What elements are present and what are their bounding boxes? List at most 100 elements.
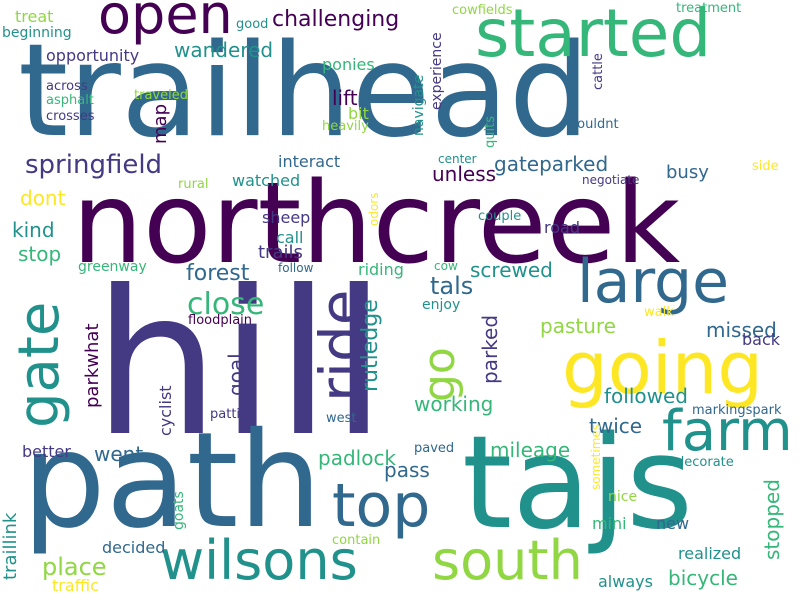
word-wilsons: wilsons — [160, 529, 358, 592]
word-twice: twice — [589, 414, 643, 438]
word-farm: farm — [662, 399, 793, 464]
word-pass: pass — [384, 458, 430, 482]
word-crosses: crosses — [46, 109, 95, 124]
word-ponies: ponies — [322, 55, 375, 74]
word-open: open — [98, 0, 233, 46]
word-riding: riding — [358, 260, 404, 279]
word-follow: follow — [278, 261, 314, 275]
word-screwed: screwed — [470, 258, 553, 282]
word-heavily: heavily — [322, 119, 369, 134]
word-paved: paved — [414, 441, 455, 456]
word-odors: odors — [367, 192, 381, 227]
word-always: always — [598, 572, 653, 591]
word-call: call — [276, 228, 304, 247]
word-close: close — [187, 287, 265, 322]
word-quits: quits — [483, 116, 498, 148]
word-traillink: traillink — [0, 512, 21, 580]
word-enjoy: enjoy — [422, 297, 461, 313]
word-working: working — [414, 392, 494, 416]
word-couldnt: couldnt — [570, 117, 619, 132]
word-busy: busy — [666, 162, 709, 183]
word-better: better — [22, 442, 71, 461]
word-cattle: cattle — [591, 53, 606, 90]
word-dont: dont — [20, 186, 66, 210]
word-south: south — [432, 529, 583, 592]
word-cow: cow — [434, 259, 458, 273]
word-mileage: mileage — [490, 438, 571, 462]
word-interact: interact — [278, 152, 341, 171]
word-navigate: navigate — [411, 74, 427, 136]
word-traffic: traffic — [52, 576, 99, 595]
word-hill: hill — [93, 248, 387, 481]
word-road: road — [544, 218, 580, 237]
word-treatment: treatment — [676, 1, 742, 16]
word-back: back — [742, 330, 781, 349]
word-watched: watched — [232, 171, 301, 190]
word-west: west — [326, 411, 357, 426]
word-opportunity: opportunity — [46, 46, 140, 65]
word-center: center — [438, 152, 477, 166]
word-good: good — [236, 17, 269, 32]
word-stopped: stopped — [760, 479, 784, 560]
word-floodplain: floodplain — [188, 313, 253, 328]
word-across: across — [46, 79, 88, 94]
word-side: side — [752, 159, 779, 174]
word-cowfields: cowfields — [452, 3, 513, 18]
word-trailhead: trailhead — [18, 17, 590, 166]
word-beginning: beginning — [2, 25, 72, 41]
word-goal: goal — [224, 353, 248, 396]
word-greenway: greenway — [78, 259, 147, 275]
word-top: top — [332, 471, 431, 541]
word-contain: contain — [332, 533, 381, 548]
word-stop: stop — [18, 242, 62, 266]
word-new: new — [656, 514, 690, 533]
word-springfield: springfield — [25, 150, 163, 180]
word-northcreek: northcreek — [72, 159, 681, 289]
word-gate: gate — [7, 301, 72, 428]
word-patties: patties — [210, 407, 255, 422]
word-sometimes: sometimes — [589, 423, 603, 490]
word-tals: tals — [430, 272, 474, 300]
word-bicycle: bicycle — [668, 566, 738, 590]
word-treat: treat — [15, 7, 54, 26]
word-gateparked: gateparked — [494, 152, 609, 176]
word-experience: experience — [429, 32, 445, 110]
word-forest: forest — [186, 261, 250, 286]
word-markingspark: markingspark — [692, 403, 782, 418]
word-lift: lift — [332, 86, 358, 110]
word-went: went — [94, 442, 144, 466]
word-walk: walk — [644, 305, 674, 320]
word-pasture: pasture — [540, 314, 616, 338]
word-cyclist: cyclist — [156, 385, 175, 436]
word-challenging: challenging — [272, 7, 400, 32]
word-goats: goats — [171, 491, 187, 530]
word-couple: couple — [478, 209, 522, 224]
word-map: map — [150, 104, 171, 144]
word-missed: missed — [706, 318, 777, 342]
word-asphalt: asphalt — [46, 93, 94, 108]
word-parkwhat: parkwhat — [82, 323, 103, 409]
word-decided: decided — [102, 538, 166, 557]
word-decorate: decorate — [676, 455, 734, 470]
word-unless: unless — [432, 162, 497, 186]
word-traveled: traveled — [134, 88, 188, 103]
word-parked: parked — [478, 314, 502, 384]
word-followed: followed — [604, 384, 688, 408]
word-trails: trails — [258, 242, 303, 263]
word-started: started — [475, 0, 712, 72]
word-bit: bit — [348, 104, 369, 123]
word-kind: kind — [12, 218, 55, 242]
word-nice: nice — [608, 489, 638, 505]
word-path: path — [22, 404, 323, 558]
word-going: going — [562, 326, 764, 410]
word-mini: mini — [592, 514, 627, 533]
word-rural: rural — [178, 177, 209, 192]
word-sheep: sheep — [262, 208, 311, 227]
word-tajs: tajs — [462, 409, 693, 558]
word-negotiate: negotiate — [582, 173, 640, 187]
word-realized: realized — [678, 544, 742, 563]
word-wandered: wandered — [174, 38, 274, 62]
word-rutledge: rutledge — [358, 299, 383, 392]
word-padlock: padlock — [318, 446, 397, 470]
